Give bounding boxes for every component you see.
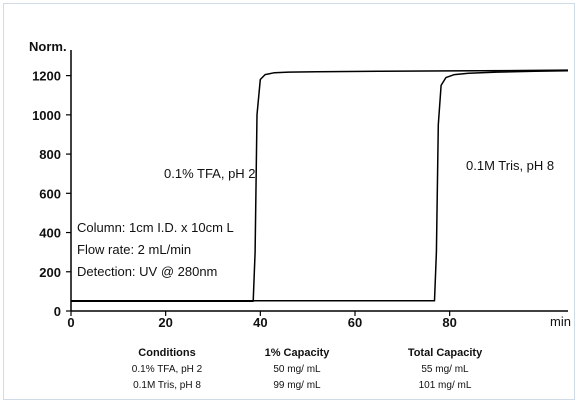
table-cell-r1-1pct: 50 mg/ mL (273, 364, 321, 375)
table-cell-r2-total: 101 mg/ mL (419, 380, 472, 391)
series-lines (71, 69, 569, 302)
x-tick-label: 40 (253, 315, 267, 330)
y-tick-label: 0 (54, 304, 61, 319)
table-cell-r1-total: 55 mg/ mL (421, 364, 469, 375)
axes: 0 200 400 600 800 1000 1200 0 20 40 60 80 (32, 50, 568, 330)
table-cell-r1-conditions: 0.1% TFA, pH 2 (132, 364, 203, 375)
y-tick-label: 400 (39, 226, 61, 241)
y-tick-label: 800 (39, 147, 61, 162)
y-tick-label: 1000 (32, 108, 61, 123)
x-tick-label: 0 (67, 315, 74, 330)
table-header-conditions: Conditions (138, 347, 195, 359)
series-line-2 (71, 69, 569, 302)
annotation-column: Column: 1cm I.D. x 10cm L (77, 220, 234, 235)
table-header-1pct-capacity: 1% Capacity (265, 347, 331, 359)
y-tick-label: 200 (39, 265, 61, 280)
series-line-1 (71, 69, 569, 302)
x-tick-label: 20 (158, 315, 172, 330)
table-cell-r2-conditions: 0.1M Tris, pH 8 (133, 380, 201, 391)
capacity-table: Conditions 1% Capacity Total Capacity 0.… (132, 347, 483, 391)
x-tick-label: 80 (442, 315, 456, 330)
x-tick-label: 60 (348, 315, 362, 330)
annotation-detection: Detection: UV @ 280nm (77, 264, 217, 279)
annotation-tfa: 0.1% TFA, pH 2 (164, 166, 256, 181)
table-header-total-capacity: Total Capacity (408, 347, 483, 359)
chart-frame (3, 3, 575, 400)
y-tick-label: 600 (39, 186, 61, 201)
annotation-tris: 0.1M Tris, pH 8 (466, 158, 554, 173)
y-tick-label: 1200 (32, 69, 61, 84)
y-axis-label: Norm. (29, 39, 67, 54)
x-axis-label: min (550, 314, 571, 329)
annotation-flow-rate: Flow rate: 2 mL/min (77, 242, 191, 257)
table-cell-r2-1pct: 99 mg/ mL (273, 380, 321, 391)
